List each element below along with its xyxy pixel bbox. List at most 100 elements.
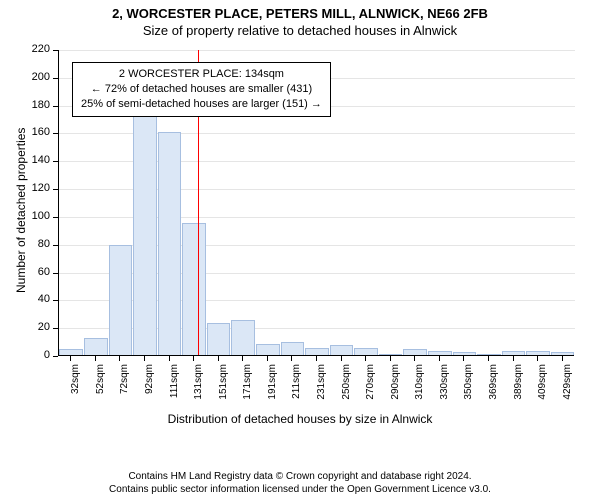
- x-tick-label: 290sqm: [390, 364, 401, 414]
- y-tick-label: 200: [20, 71, 50, 83]
- y-tick-mark: [53, 245, 58, 246]
- x-tick-mark: [291, 356, 292, 361]
- chart-footer: Contains HM Land Registry data © Crown c…: [0, 471, 600, 496]
- x-tick-mark: [513, 356, 514, 361]
- footer-line2: Contains public sector information licen…: [0, 484, 600, 497]
- y-tick-mark: [53, 133, 58, 134]
- annotation-line3: 25% of semi-detached houses are larger (…: [81, 97, 322, 112]
- histogram-bar: [502, 351, 526, 355]
- y-tick-label: 160: [20, 126, 50, 138]
- x-tick-mark: [439, 356, 440, 361]
- y-tick-label: 60: [20, 266, 50, 278]
- chart-title-block: 2, WORCESTER PLACE, PETERS MILL, ALNWICK…: [0, 0, 600, 38]
- x-tick-mark: [488, 356, 489, 361]
- x-tick-label: 389sqm: [513, 364, 524, 414]
- x-tick-label: 171sqm: [242, 364, 253, 414]
- y-tick-label: 180: [20, 99, 50, 111]
- x-tick-label: 92sqm: [144, 364, 155, 414]
- x-tick-mark: [267, 356, 268, 361]
- histogram-bar: [182, 223, 206, 355]
- x-tick-mark: [169, 356, 170, 361]
- x-tick-label: 52sqm: [95, 364, 106, 414]
- y-tick-mark: [53, 78, 58, 79]
- x-tick-label: 429sqm: [562, 364, 573, 414]
- x-tick-label: 32sqm: [70, 364, 81, 414]
- histogram-bar: [551, 352, 575, 355]
- chart-area: Number of detached properties Distributi…: [0, 44, 600, 444]
- histogram-bar: [453, 352, 477, 355]
- chart-title: 2, WORCESTER PLACE, PETERS MILL, ALNWICK…: [0, 6, 600, 21]
- histogram-bar: [84, 338, 108, 355]
- x-axis-label: Distribution of detached houses by size …: [0, 412, 600, 426]
- y-tick-mark: [53, 189, 58, 190]
- histogram-bar: [158, 132, 182, 355]
- histogram-bar: [477, 354, 501, 355]
- x-tick-mark: [463, 356, 464, 361]
- x-tick-label: 231sqm: [316, 364, 327, 414]
- x-tick-label: 270sqm: [365, 364, 376, 414]
- annotation-line2: ← 72% of detached houses are smaller (43…: [81, 82, 322, 97]
- y-tick-label: 0: [20, 349, 50, 361]
- histogram-bar: [231, 320, 255, 355]
- chart-subtitle: Size of property relative to detached ho…: [0, 23, 600, 38]
- x-tick-mark: [414, 356, 415, 361]
- x-tick-mark: [144, 356, 145, 361]
- x-tick-mark: [365, 356, 366, 361]
- x-tick-label: 350sqm: [463, 364, 474, 414]
- y-tick-label: 120: [20, 182, 50, 194]
- y-tick-label: 220: [20, 43, 50, 55]
- y-tick-mark: [53, 50, 58, 51]
- y-tick-label: 140: [20, 154, 50, 166]
- x-tick-mark: [537, 356, 538, 361]
- x-tick-label: 72sqm: [119, 364, 130, 414]
- x-tick-label: 409sqm: [537, 364, 548, 414]
- histogram-bar: [207, 323, 231, 355]
- y-tick-mark: [53, 328, 58, 329]
- x-tick-mark: [95, 356, 96, 361]
- histogram-bar: [305, 348, 329, 355]
- x-tick-mark: [390, 356, 391, 361]
- histogram-bar: [109, 245, 133, 355]
- histogram-bar: [526, 351, 550, 355]
- x-tick-label: 211sqm: [291, 364, 302, 414]
- histogram-bar: [59, 349, 83, 355]
- x-tick-mark: [70, 356, 71, 361]
- histogram-bar: [379, 354, 403, 355]
- y-tick-label: 40: [20, 293, 50, 305]
- x-tick-label: 191sqm: [267, 364, 278, 414]
- histogram-bar: [330, 345, 354, 355]
- x-tick-mark: [193, 356, 194, 361]
- histogram-bar: [133, 116, 157, 355]
- x-tick-mark: [562, 356, 563, 361]
- histogram-bar: [428, 351, 452, 355]
- y-tick-label: 80: [20, 238, 50, 250]
- histogram-bar: [403, 349, 427, 355]
- annotation-line1: 2 WORCESTER PLACE: 134sqm: [81, 67, 322, 82]
- x-tick-mark: [218, 356, 219, 361]
- y-tick-mark: [53, 356, 58, 357]
- x-tick-label: 111sqm: [169, 364, 180, 414]
- x-tick-mark: [341, 356, 342, 361]
- x-tick-label: 369sqm: [488, 364, 499, 414]
- histogram-bar: [354, 348, 378, 355]
- x-tick-mark: [316, 356, 317, 361]
- x-tick-label: 131sqm: [193, 364, 204, 414]
- y-tick-label: 20: [20, 321, 50, 333]
- y-gridline: [59, 50, 575, 51]
- histogram-bar: [256, 344, 280, 355]
- y-tick-mark: [53, 300, 58, 301]
- annotation-box: 2 WORCESTER PLACE: 134sqm ← 72% of detac…: [72, 62, 331, 117]
- footer-line1: Contains HM Land Registry data © Crown c…: [0, 471, 600, 484]
- x-tick-mark: [242, 356, 243, 361]
- y-tick-mark: [53, 217, 58, 218]
- histogram-bar: [281, 342, 305, 355]
- x-tick-mark: [119, 356, 120, 361]
- y-tick-label: 100: [20, 210, 50, 222]
- y-tick-mark: [53, 273, 58, 274]
- y-tick-mark: [53, 106, 58, 107]
- x-tick-label: 330sqm: [439, 364, 450, 414]
- x-tick-label: 310sqm: [414, 364, 425, 414]
- y-tick-mark: [53, 161, 58, 162]
- x-tick-label: 151sqm: [218, 364, 229, 414]
- x-tick-label: 250sqm: [341, 364, 352, 414]
